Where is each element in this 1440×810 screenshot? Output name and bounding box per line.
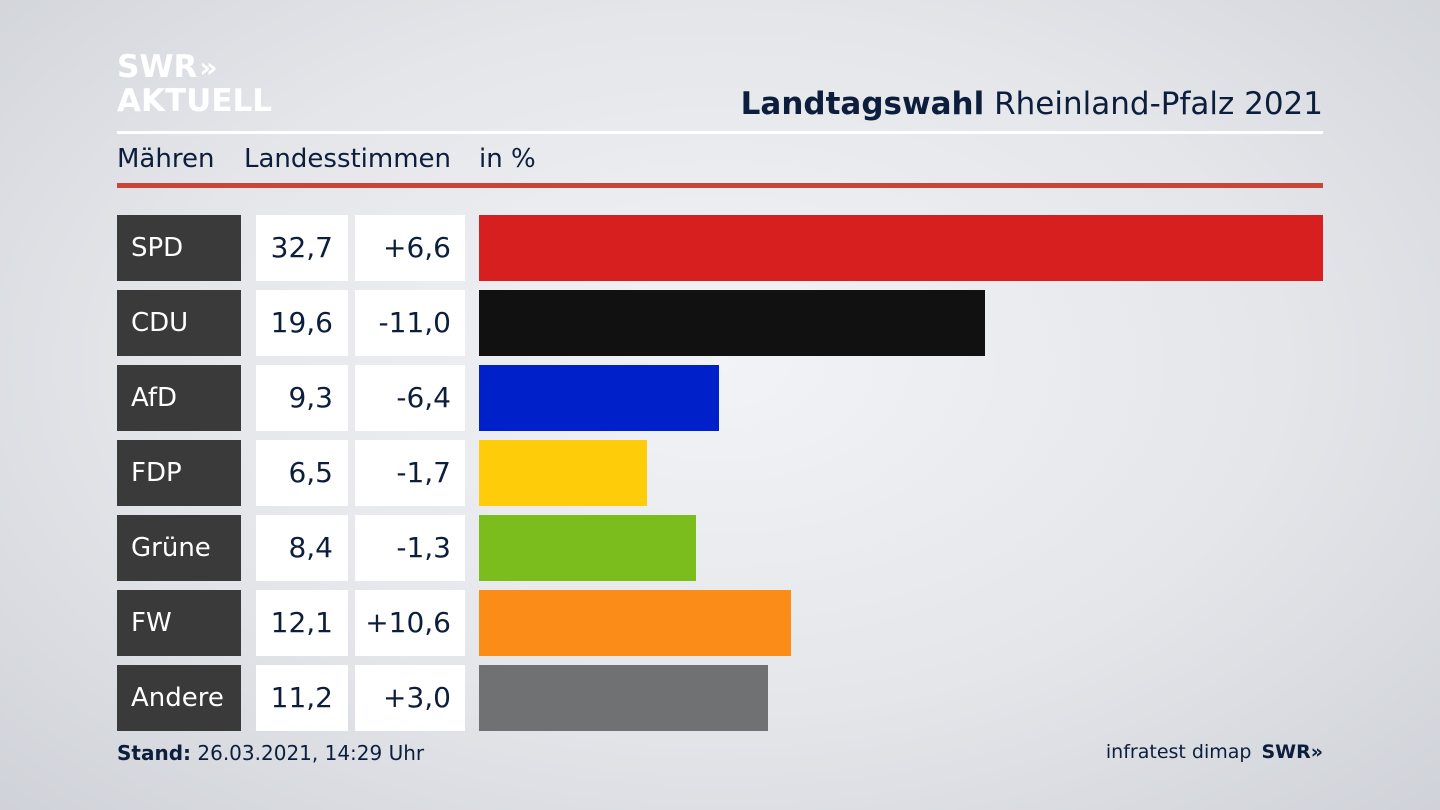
- bar-andere: [479, 665, 768, 731]
- change-label: +6,6: [355, 215, 465, 281]
- bar-afd: [479, 365, 719, 431]
- title-regular: Rheinland-Pfalz 2021: [994, 86, 1323, 122]
- party-label: Grüne: [117, 515, 241, 581]
- change-label: -1,7: [355, 440, 465, 506]
- bar-spd: [479, 215, 1323, 281]
- vote-share-label: 8,4: [256, 515, 348, 581]
- unit-label: in %: [479, 144, 536, 174]
- vote-share-label: 32,7: [256, 215, 348, 281]
- vote-share-label: 6,5: [256, 440, 348, 506]
- change-label: -6,4: [355, 365, 465, 431]
- bar-cdu: [479, 290, 985, 356]
- party-label: CDU: [117, 290, 241, 356]
- change-label: -1,3: [355, 515, 465, 581]
- change-label: -11,0: [355, 290, 465, 356]
- swr-logo-small: SWR»: [1261, 741, 1323, 763]
- region-label: Mähren: [117, 144, 215, 174]
- header-divider: [117, 131, 1323, 134]
- logo-line1: SWR: [117, 49, 198, 85]
- source-name: infratest dimap: [1105, 741, 1252, 763]
- party-label: FDP: [117, 440, 241, 506]
- bar-fdp: [479, 440, 647, 506]
- metric-label: Landesstimmen: [244, 144, 452, 174]
- swr-aktuell-logo: SWR» AKTUELL: [117, 52, 272, 117]
- stand-value: 26.03.2021, 14:29 Uhr: [197, 741, 425, 765]
- vote-share-label: 9,3: [256, 365, 348, 431]
- vote-share-label: 11,2: [256, 665, 348, 731]
- vote-share-label: 19,6: [256, 290, 348, 356]
- party-label: AfD: [117, 365, 241, 431]
- stand-label: Stand:: [117, 741, 192, 765]
- accent-divider: [117, 183, 1323, 188]
- party-label: FW: [117, 590, 241, 656]
- bar-fw: [479, 590, 791, 656]
- bar-grüne: [479, 515, 696, 581]
- party-label: Andere: [117, 665, 241, 731]
- logo-line2: AKTUELL: [117, 83, 273, 119]
- change-label: +10,6: [355, 590, 465, 656]
- change-label: +3,0: [355, 665, 465, 731]
- logo-chevrons-icon: »: [199, 51, 218, 84]
- title-bold: Landtagswahl: [740, 86, 985, 122]
- timestamp: Stand: 26.03.2021, 14:29 Uhr: [117, 741, 424, 765]
- source-credit: infratest dimap SWR»: [1106, 741, 1323, 763]
- vote-share-label: 12,1: [256, 590, 348, 656]
- party-label: SPD: [117, 215, 241, 281]
- page-title: Landtagswahl Rheinland-Pfalz 2021: [741, 86, 1323, 122]
